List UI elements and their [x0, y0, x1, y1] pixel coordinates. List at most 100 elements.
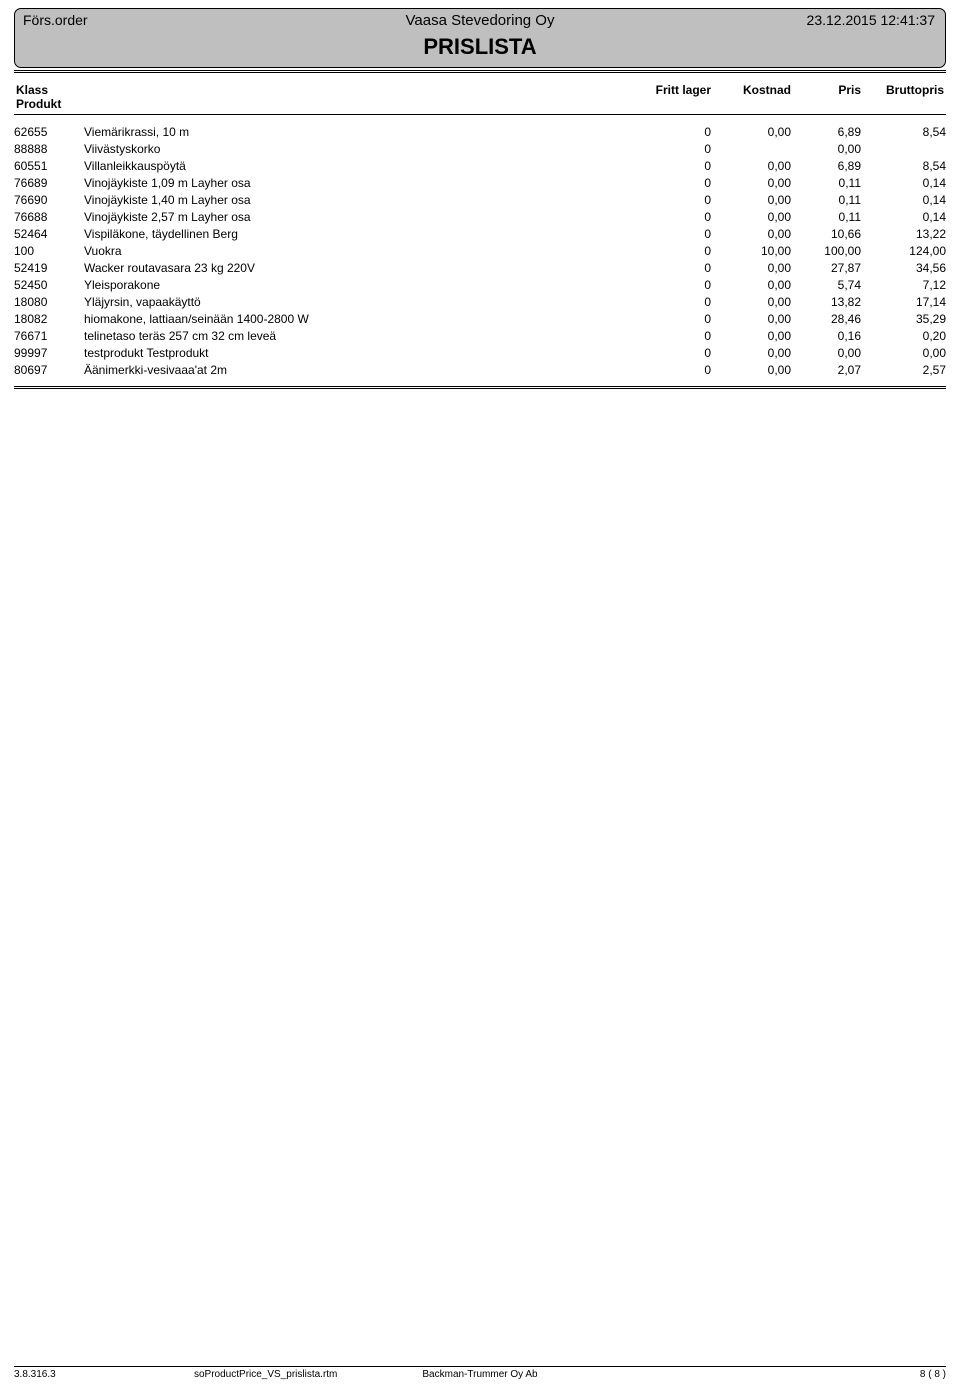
- cell-code: 76690: [14, 191, 84, 208]
- cell-brutto: 2,57: [861, 361, 946, 378]
- report-title: PRISLISTA: [15, 34, 945, 60]
- cell-fritt: 0: [631, 157, 711, 174]
- col-header-produkt: Produkt: [16, 97, 84, 111]
- cell-fritt: 0: [631, 208, 711, 225]
- cell-fritt: 0: [631, 327, 711, 344]
- table-row: 100Vuokra010,00100,00124,00: [14, 242, 946, 259]
- cell-code: 60551: [14, 157, 84, 174]
- cell-code: 62655: [14, 123, 84, 140]
- cell-brutto: 8,54: [861, 123, 946, 140]
- cell-pris: 5,74: [791, 276, 861, 293]
- cell-pris: 0,16: [791, 327, 861, 344]
- col-header-fritt: Fritt lager: [631, 83, 711, 111]
- footer-company: Backman-Trummer Oy Ab: [422, 1369, 537, 1380]
- cell-pris: 0,00: [791, 344, 861, 361]
- cell-code: 76689: [14, 174, 84, 191]
- cell-kostnad: 0,00: [711, 293, 791, 310]
- cell-desc: Vinojäykiste 1,40 m Layher osa: [84, 191, 631, 208]
- cell-code: 52464: [14, 225, 84, 242]
- cell-kostnad: 0,00: [711, 225, 791, 242]
- table-row: 18082hiomakone, lattiaan/seinään 1400-28…: [14, 310, 946, 327]
- cell-code: 18082: [14, 310, 84, 327]
- cell-desc: Vinojäykiste 1,09 m Layher osa: [84, 174, 631, 191]
- cell-code: 52419: [14, 259, 84, 276]
- cell-pris: 13,82: [791, 293, 861, 310]
- col-header-spacer: [84, 83, 631, 111]
- cell-kostnad: 0,00: [711, 259, 791, 276]
- cell-pris: 0,11: [791, 174, 861, 191]
- cell-brutto: 7,12: [861, 276, 946, 293]
- cell-fritt: 0: [631, 361, 711, 378]
- cell-desc: telinetaso teräs 257 cm 32 cm leveä: [84, 327, 631, 344]
- column-header-divider: [14, 114, 946, 115]
- footer-version: 3.8.316.3: [14, 1369, 56, 1380]
- cell-desc: Vuokra: [84, 242, 631, 259]
- cell-desc: hiomakone, lattiaan/seinään 1400-2800 W: [84, 310, 631, 327]
- cell-desc: Wacker routavasara 23 kg 220V: [84, 259, 631, 276]
- table-row: 76689Vinojäykiste 1,09 m Layher osa00,00…: [14, 174, 946, 191]
- header-timestamp: 23.12.2015 12:41:37: [807, 12, 935, 28]
- cell-code: 18080: [14, 293, 84, 310]
- cell-brutto: 0,14: [861, 191, 946, 208]
- cell-fritt: 0: [631, 191, 711, 208]
- cell-fritt: 0: [631, 259, 711, 276]
- cell-fritt: 0: [631, 310, 711, 327]
- table-row: 52419Wacker routavasara 23 kg 220V00,002…: [14, 259, 946, 276]
- data-table: 62655Viemärikrassi, 10 m00,006,898,54888…: [14, 123, 946, 378]
- cell-fritt: 0: [631, 140, 711, 157]
- cell-pris: 0,11: [791, 208, 861, 225]
- table-row: 88888Viivästyskorko00,00: [14, 140, 946, 157]
- table-row: 62655Viemärikrassi, 10 m00,006,898,54: [14, 123, 946, 140]
- cell-code: 52450: [14, 276, 84, 293]
- table-row: 99997testprodukt Testprodukt00,000,000,0…: [14, 344, 946, 361]
- cell-fritt: 0: [631, 123, 711, 140]
- table-row: 76671telinetaso teräs 257 cm 32 cm leveä…: [14, 327, 946, 344]
- cell-desc: Viivästyskorko: [84, 140, 631, 157]
- col-header-pris: Pris: [791, 83, 861, 111]
- cell-brutto: 124,00: [861, 242, 946, 259]
- cell-kostnad: 0,00: [711, 157, 791, 174]
- cell-desc: Yläjyrsin, vapaakäyttö: [84, 293, 631, 310]
- cell-code: 99997: [14, 344, 84, 361]
- cell-desc: Yleisporakone: [84, 276, 631, 293]
- cell-pris: 10,66: [791, 225, 861, 242]
- cell-pris: 100,00: [791, 242, 861, 259]
- table-row: 76688Vinojäykiste 2,57 m Layher osa00,00…: [14, 208, 946, 225]
- cell-fritt: 0: [631, 276, 711, 293]
- cell-pris: 6,89: [791, 157, 861, 174]
- cell-code: 76688: [14, 208, 84, 225]
- cell-brutto: 35,29: [861, 310, 946, 327]
- cell-desc: Villanleikkauspöytä: [84, 157, 631, 174]
- cell-code: 100: [14, 242, 84, 259]
- table-row: 18080Yläjyrsin, vapaakäyttö00,0013,8217,…: [14, 293, 946, 310]
- cell-pris: 0,00: [791, 140, 861, 157]
- cell-fritt: 0: [631, 242, 711, 259]
- table-end-divider: [14, 386, 946, 389]
- cell-pris: 0,11: [791, 191, 861, 208]
- cell-desc: Vinojäykiste 2,57 m Layher osa: [84, 208, 631, 225]
- cell-brutto: 0,14: [861, 174, 946, 191]
- footer-template: soProductPrice_VS_prislista.rtm: [194, 1369, 337, 1380]
- col-header-bruttopris: Bruttopris: [861, 83, 946, 111]
- table-row: 52464Vispiläkone, täydellinen Berg00,001…: [14, 225, 946, 242]
- cell-brutto: 34,56: [861, 259, 946, 276]
- content-area: Klass Produkt Fritt lager Kostnad Pris B…: [14, 73, 946, 378]
- header-top-row: Förs.order Vaasa Stevedoring Oy 23.12.20…: [15, 9, 945, 33]
- cell-fritt: 0: [631, 344, 711, 361]
- cell-brutto: 0,00: [861, 344, 946, 361]
- cell-desc: testprodukt Testprodukt: [84, 344, 631, 361]
- cell-brutto: 17,14: [861, 293, 946, 310]
- cell-kostnad: 0,00: [711, 310, 791, 327]
- col-header-klass: Klass: [16, 83, 84, 97]
- col-header-klass-produkt: Klass Produkt: [14, 83, 84, 111]
- cell-fritt: 0: [631, 293, 711, 310]
- report-header: Förs.order Vaasa Stevedoring Oy 23.12.20…: [14, 8, 946, 68]
- table-row: 60551Villanleikkauspöytä00,006,898,54: [14, 157, 946, 174]
- cell-kostnad: 0,00: [711, 276, 791, 293]
- cell-kostnad: 0,00: [711, 191, 791, 208]
- cell-kostnad: 0,00: [711, 344, 791, 361]
- cell-brutto: 8,54: [861, 157, 946, 174]
- cell-brutto: [861, 140, 946, 157]
- cell-code: 76671: [14, 327, 84, 344]
- cell-desc: Viemärikrassi, 10 m: [84, 123, 631, 140]
